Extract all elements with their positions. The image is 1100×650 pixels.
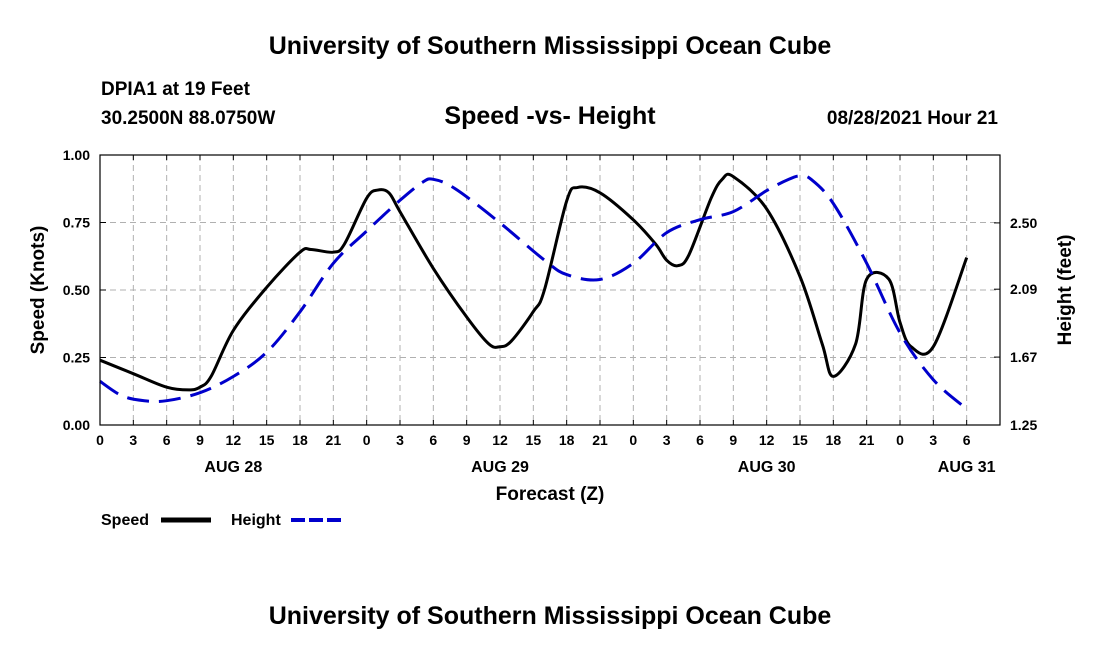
x-tick-label: 15 bbox=[526, 432, 542, 448]
x-tick-label: 12 bbox=[492, 432, 508, 448]
series-group bbox=[99, 172, 969, 410]
y-left-tick-label: 0.75 bbox=[63, 215, 90, 231]
series-height-line bbox=[99, 174, 968, 410]
date-label: AUG 31 bbox=[938, 459, 996, 476]
y-right-tick-label: 1.67 bbox=[1010, 349, 1037, 365]
x-tick-label: 0 bbox=[363, 432, 371, 448]
date-label: AUG 29 bbox=[471, 459, 529, 476]
grid-lines bbox=[100, 155, 1000, 425]
x-tick-label: 3 bbox=[396, 432, 404, 448]
x-tick-label: 18 bbox=[826, 432, 842, 448]
x-tick-label: 18 bbox=[559, 432, 575, 448]
date-label: AUG 30 bbox=[738, 459, 796, 476]
x-tick-label: 0 bbox=[629, 432, 637, 448]
x-tick-label: 3 bbox=[663, 432, 671, 448]
x-tick-label: 3 bbox=[929, 432, 937, 448]
y-left-tick-label: 0.00 bbox=[63, 417, 90, 433]
date-label: AUG 28 bbox=[204, 459, 262, 476]
x-tick-label: 9 bbox=[463, 432, 471, 448]
x-tick-label: 21 bbox=[859, 432, 875, 448]
y-axis-right-label: Height (feet) bbox=[1055, 235, 1076, 346]
x-tick-label: 9 bbox=[729, 432, 737, 448]
datetime-label: 08/28/2021 Hour 21 bbox=[827, 108, 999, 129]
x-tick-label: 12 bbox=[226, 432, 242, 448]
legend: Speed Height bbox=[101, 512, 341, 529]
axes-group: 0 3 6 9 12 15 18 21 0 3 6 9 12 15 18 21 0 3 6 9 12 15 18 21 0 3 6 A… bbox=[63, 147, 1038, 476]
y-axis-left-label: Speed (Knots) bbox=[28, 226, 49, 355]
legend-speed-label: Speed bbox=[101, 512, 149, 529]
x-tick-label: 6 bbox=[963, 432, 971, 448]
y-right-tick-label: 2.09 bbox=[1010, 281, 1037, 297]
x-tick-label: 21 bbox=[592, 432, 608, 448]
title-bottom: University of Southern Mississippi Ocean… bbox=[269, 602, 832, 630]
y-left-tick-label: 0.50 bbox=[63, 282, 90, 298]
x-tick-label: 12 bbox=[759, 432, 775, 448]
x-tick-label: 0 bbox=[896, 432, 904, 448]
x-tick-label: 6 bbox=[163, 432, 171, 448]
x-axis-label: Forecast (Z) bbox=[496, 484, 605, 505]
station-label: DPIA1 at 19 Feet bbox=[101, 79, 251, 100]
x-tick-label: 6 bbox=[429, 432, 437, 448]
y-left-tick-label: 0.25 bbox=[63, 350, 90, 366]
x-tick-label: 0 bbox=[96, 432, 104, 448]
location-label: 30.2500N 88.0750W bbox=[101, 108, 275, 129]
series-speed-line bbox=[99, 172, 969, 392]
x-tick-label: 6 bbox=[696, 432, 704, 448]
x-tick-label: 3 bbox=[129, 432, 137, 448]
legend-height-label: Height bbox=[231, 512, 281, 529]
y-right-tick-label: 2.50 bbox=[1010, 215, 1037, 231]
y-right-tick-label: 1.25 bbox=[1010, 417, 1037, 433]
x-tick-label: 18 bbox=[292, 432, 308, 448]
y-left-tick-label: 1.00 bbox=[63, 147, 90, 163]
chart-title: Speed -vs- Height bbox=[444, 102, 656, 130]
x-tick-label: 9 bbox=[196, 432, 204, 448]
x-tick-label: 21 bbox=[326, 432, 342, 448]
x-tick-label: 15 bbox=[792, 432, 808, 448]
title-top: University of Southern Mississippi Ocean… bbox=[269, 32, 832, 60]
x-tick-label: 15 bbox=[259, 432, 275, 448]
